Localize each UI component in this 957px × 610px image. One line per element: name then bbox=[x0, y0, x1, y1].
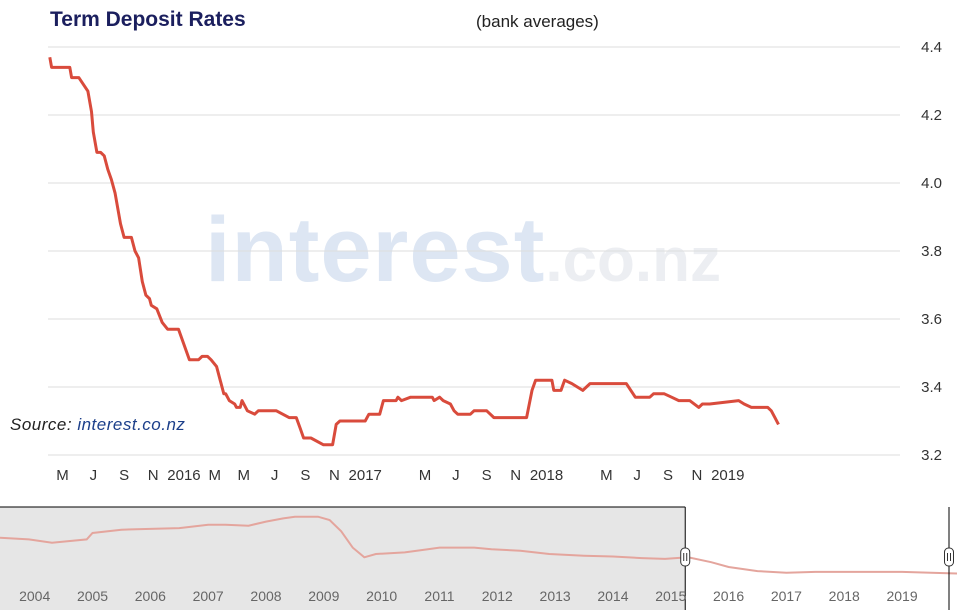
grid-lines bbox=[48, 46, 900, 456]
navigator-tick-label: 2004 bbox=[19, 588, 50, 604]
source-prefix: Source: bbox=[10, 415, 73, 434]
y-tick-label: 3.2 bbox=[921, 447, 942, 464]
x-tick-label: N bbox=[148, 467, 159, 484]
x-tick-label: S bbox=[482, 467, 492, 484]
x-tick-label: J bbox=[271, 467, 279, 484]
navigator-tick-label: 2018 bbox=[829, 588, 860, 604]
y-tick-label: 4.2 bbox=[921, 107, 942, 124]
navigator-unselected-mask bbox=[0, 507, 686, 610]
navigator-x-ticks: 2004 2005 2006 2007 2008 2009 2010 2011 2012 2013… bbox=[19, 588, 918, 604]
navigator-series-line bbox=[0, 515, 957, 575]
x-tick-label: 2019 bbox=[711, 467, 744, 484]
x-tick-label: N bbox=[329, 467, 340, 484]
x-tick-label: N bbox=[692, 467, 703, 484]
chart-subtitle: (bank averages) bbox=[476, 12, 599, 31]
source-link[interactable]: interest.co.nz bbox=[77, 415, 186, 434]
y-tick-label: 3.6 bbox=[921, 311, 942, 328]
rate-series-line bbox=[48, 56, 780, 447]
x-tick-label: M bbox=[600, 467, 613, 484]
navigator-tick-label: 2010 bbox=[366, 588, 397, 604]
navigator-tick-label: 2012 bbox=[482, 588, 513, 604]
x-tick-label: 2016 bbox=[167, 467, 200, 484]
chart-title: Term Deposit Rates bbox=[50, 8, 246, 31]
x-tick-label: 2018 bbox=[530, 467, 563, 484]
navigator-tick-label: 2016 bbox=[713, 588, 744, 604]
navigator-tick-label: 2011 bbox=[424, 588, 454, 604]
navigator-tick-label: 2007 bbox=[193, 588, 224, 604]
x-tick-label: M bbox=[209, 467, 222, 484]
x-axis-ticks: M J S N 2016 M M J S N 2017 M J S N 2018 M J S N 2019 bbox=[56, 467, 744, 484]
navigator-tick-label: 2009 bbox=[308, 588, 339, 604]
y-tick-label: 3.4 bbox=[921, 379, 942, 396]
navigator-left-handle[interactable] bbox=[680, 547, 691, 567]
x-tick-label: 2017 bbox=[349, 467, 382, 484]
navigator-tick-label: 2006 bbox=[135, 588, 166, 604]
y-tick-label: 4.0 bbox=[921, 175, 942, 192]
y-tick-label: 3.8 bbox=[921, 243, 942, 260]
x-tick-label: J bbox=[633, 467, 641, 484]
navigator-tick-label: 2008 bbox=[250, 588, 281, 604]
x-tick-label: J bbox=[90, 467, 98, 484]
navigator-tick-label: 2019 bbox=[886, 588, 917, 604]
navigator-tick-label: 2013 bbox=[540, 588, 571, 604]
x-tick-label: M bbox=[419, 467, 432, 484]
handle-grip[interactable] bbox=[680, 547, 691, 567]
navigator-tick-label: 2014 bbox=[597, 588, 628, 604]
x-tick-label: N bbox=[510, 467, 521, 484]
navigator-tick-label: 2005 bbox=[77, 588, 108, 604]
y-axis-ticks: 3.2 3.4 3.6 3.8 4.0 4.2 4.4 bbox=[921, 39, 942, 464]
handle-grip[interactable] bbox=[944, 547, 954, 567]
source-credit: Source: interest.co.nz bbox=[10, 415, 185, 435]
navigator-tick-label: 2017 bbox=[771, 588, 802, 604]
x-tick-label: M bbox=[238, 467, 251, 484]
navigator-right-handle[interactable] bbox=[944, 547, 954, 567]
x-tick-label: S bbox=[300, 467, 310, 484]
x-tick-label: M bbox=[56, 467, 69, 484]
y-tick-label: 4.4 bbox=[921, 39, 942, 56]
navigator-tick-label: 2015 bbox=[655, 588, 686, 604]
navigator[interactable]: 2004 2005 2006 2007 2008 2009 2010 2011 2012 2013… bbox=[0, 506, 957, 610]
x-tick-label: J bbox=[452, 467, 460, 484]
x-tick-label: S bbox=[119, 467, 129, 484]
x-tick-label: S bbox=[663, 467, 673, 484]
